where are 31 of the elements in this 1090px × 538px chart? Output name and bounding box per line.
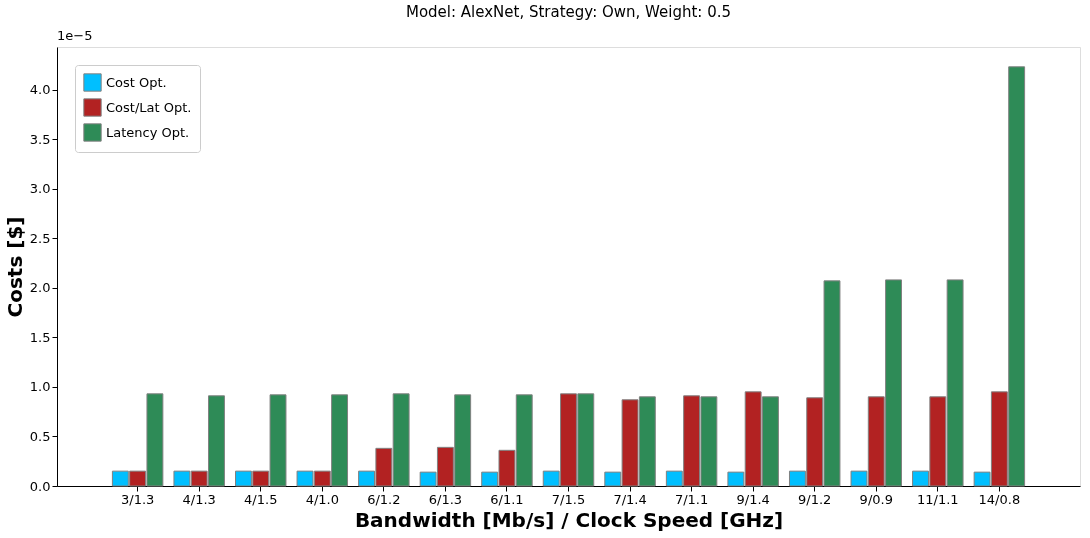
legend-label: Cost Opt. [106,74,167,90]
text: 1e−5 [57,28,93,43]
y-tick-label: 3.5 [29,131,51,147]
x-tick-label: 9/1.4 [736,491,770,507]
legend-label: Cost/Lat Opt. [106,99,192,115]
y-tick-label: 0.5 [29,428,51,444]
x-tick-label: 14/0.8 [978,491,1021,507]
x-tick-label: 4/1.3 [182,491,216,507]
x-axis-title: Bandwidth [Mb/s] / Clock Speed [GHz] [354,507,784,532]
x-tick-label: 9/0.9 [859,491,893,507]
x-tick-label: 6/1.3 [428,491,463,507]
x-tick-label: 6/1.1 [490,491,524,507]
chart-title: Model: AlexNet, Strategy: Own, Weight: 0.5 [405,3,732,21]
x-tick-label: 11/1.1 [917,491,959,507]
y-tick-label: 2.0 [29,280,51,296]
x-tick-label: 3/1.3 [120,491,155,507]
x-tick-label: 7/1.5 [551,491,586,507]
y-tick-label: 0.0 [29,478,51,494]
x-tick-label: 4/1.5 [244,491,278,507]
x-tick-label: 6/1.2 [367,491,401,507]
y-tick-label: 4.0 [29,82,51,98]
x-tick-label: 4/1.0 [305,491,339,507]
x-tick-label: 9/1.2 [798,491,832,507]
y-tick-label: 1.5 [29,329,51,345]
x-tick-label: 7/1.1 [674,491,709,507]
x-tick-label: 7/1.4 [613,491,647,507]
y-tick-label: 3.0 [29,181,51,197]
y-tick-label: 1.0 [29,379,51,395]
y-tick-label: 2.5 [29,230,51,246]
legend-label: Latency Opt. [106,124,190,140]
y-axis-title: Costs [$] [2,216,27,318]
